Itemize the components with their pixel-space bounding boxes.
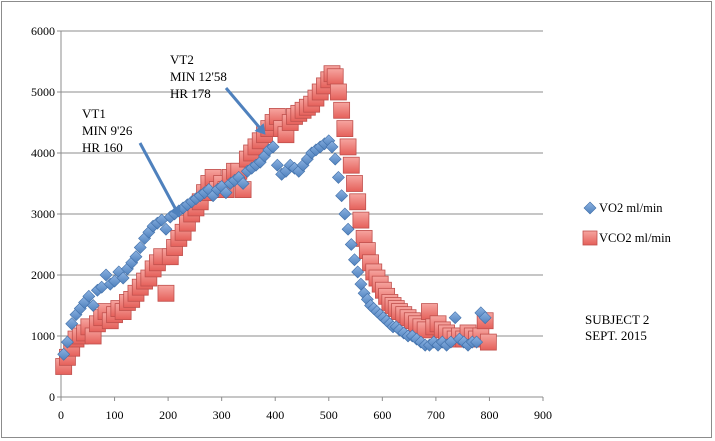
series-vco2 — [55, 65, 497, 375]
annotation-arrow — [224, 87, 261, 129]
annotation-layer: VT1 MIN 9'26 HR 160 VT2 MIN 12'58 HR 178 — [82, 52, 266, 218]
axis-layer: 0 1000 2000 3000 4000 5000 6000 0 100 200 300 400 50… — [31, 24, 552, 422]
y-tick-label: 0 — [49, 390, 55, 404]
annotation-arrowhead — [254, 123, 266, 135]
vo2-point — [470, 335, 484, 349]
x-tick-label: 800 — [480, 408, 498, 422]
annotation-arrow — [138, 142, 177, 209]
vo2-point — [159, 222, 173, 236]
vo2-point — [344, 238, 358, 251]
annotation-text: VT2 — [170, 52, 194, 67]
vo2-point — [219, 186, 233, 200]
x-tick-label: 600 — [373, 408, 391, 422]
vco2-point — [352, 211, 370, 229]
y-tick-label: 4000 — [31, 146, 55, 160]
annotation-vt1: VT1 MIN 9'26 HR 160 — [82, 106, 181, 218]
annotation-text: VT1 — [82, 106, 106, 121]
vo2-point — [61, 335, 74, 349]
annotation-text: HR 178 — [170, 86, 211, 101]
y-tick-label: 2000 — [31, 268, 55, 282]
y-tick-label: 3000 — [31, 207, 55, 221]
annotation-text: MIN 12'58 — [170, 69, 227, 84]
x-tick-label: 500 — [320, 408, 338, 422]
vo2-point — [116, 271, 130, 285]
legend-label: VCO2 ml/min — [599, 231, 672, 245]
vco2-point — [330, 83, 347, 101]
vo2-point — [331, 170, 345, 184]
vo2-point — [86, 299, 100, 312]
vo2-point — [65, 317, 79, 331]
vco2-point — [346, 175, 363, 192]
vo2-point — [335, 189, 349, 203]
vo2-point — [351, 265, 365, 279]
vco2-point — [342, 156, 360, 174]
vo2-point — [236, 177, 250, 190]
annotation-vt2: VT2 MIN 12'58 HR 178 — [170, 52, 266, 135]
vo2-point — [133, 241, 147, 254]
legend-entry: VO2 ml/min — [583, 201, 663, 215]
annotation-text: HR 160 — [82, 140, 123, 155]
x-tick-label: 0 — [58, 408, 64, 422]
series-vo2 — [57, 134, 492, 361]
vo2-point — [82, 289, 96, 303]
vo2-point — [57, 347, 71, 361]
legend: VO2 ml/min VCO2 ml/min — [582, 201, 672, 246]
vo2-point — [448, 311, 462, 325]
vco2-point — [157, 284, 175, 302]
vco2-point — [326, 68, 344, 86]
vo2-point — [338, 207, 352, 221]
y-tick-label: 1000 — [31, 329, 55, 343]
vo2-point — [99, 268, 113, 282]
vo2-point — [129, 250, 143, 264]
vo2-point — [341, 222, 355, 236]
annotation-text: MIN 9'26 — [82, 123, 133, 138]
x-tick-label: 400 — [266, 408, 284, 422]
vo2-point — [348, 253, 361, 267]
legend-label: VO2 ml/min — [599, 201, 663, 215]
annotation-arrowhead — [169, 205, 181, 218]
y-tick-label: 6000 — [31, 24, 55, 38]
y-tick-label: 5000 — [31, 85, 55, 99]
x-tick-label: 300 — [213, 408, 231, 422]
vo2-point — [325, 140, 339, 154]
legend-entry: VCO2 ml/min — [582, 230, 672, 246]
vco2-point — [349, 193, 367, 211]
note-text: SUBJECT 2 — [585, 312, 649, 327]
vo2-point — [266, 140, 280, 154]
vo2-point — [270, 158, 284, 172]
vo2-point — [328, 152, 342, 166]
vco2-point — [339, 138, 357, 156]
legend-marker-square — [582, 230, 598, 246]
note-text: SEPT. 2015 — [585, 328, 647, 343]
vco2-point — [336, 120, 354, 137]
x-tick-label: 200 — [159, 408, 177, 422]
legend-marker-diamond — [583, 201, 597, 215]
series-layer — [55, 65, 497, 375]
x-tick-label: 700 — [427, 408, 445, 422]
vco2-point — [333, 101, 351, 119]
vo2-point — [478, 311, 492, 325]
x-tick-label: 100 — [106, 408, 124, 422]
x-tick-label: 900 — [534, 408, 552, 422]
